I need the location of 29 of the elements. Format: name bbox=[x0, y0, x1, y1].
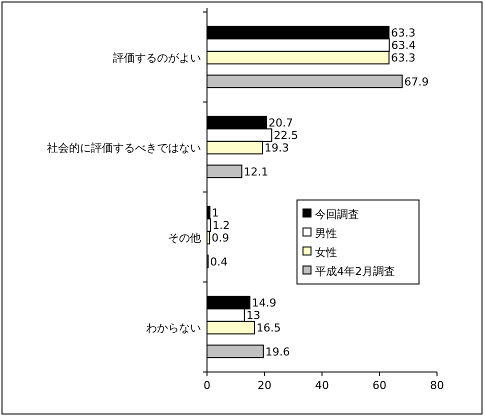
data-label: 13 bbox=[246, 309, 260, 322]
x-tick-label: 0 bbox=[204, 379, 210, 392]
legend-label: 平成4年2月調査 bbox=[315, 265, 395, 278]
x-tick-label: 60 bbox=[372, 379, 386, 392]
data-label: 20.7 bbox=[268, 116, 294, 130]
data-label: 67.9 bbox=[404, 75, 429, 88]
data-label: 14.9 bbox=[252, 296, 276, 310]
data-label: 1 bbox=[212, 206, 219, 220]
data-label: 63.4 bbox=[391, 39, 416, 52]
x-tick-label: 20 bbox=[258, 379, 272, 392]
y-tick-label: その他 bbox=[168, 232, 201, 245]
data-label: 0.9 bbox=[212, 232, 230, 245]
data-label: 0.4 bbox=[210, 255, 228, 268]
x-tick-label: 80 bbox=[430, 379, 444, 392]
data-label: 63.3 bbox=[390, 52, 416, 65]
data-label: 22.5 bbox=[274, 129, 298, 142]
data-label: 63.3 bbox=[390, 26, 416, 40]
legend-label: 男性 bbox=[315, 227, 337, 240]
y-tick-label: わからない bbox=[146, 322, 201, 335]
y-tick-label: 評価するのがよい bbox=[113, 52, 201, 65]
x-tick-label: 40 bbox=[315, 379, 329, 392]
data-label: 16.5 bbox=[256, 322, 281, 335]
data-label: 19.3 bbox=[264, 142, 289, 155]
data-label: 1.2 bbox=[212, 219, 230, 232]
y-tick-label: 社会的に評価するべきではない bbox=[47, 142, 201, 155]
data-label: 19.6 bbox=[265, 345, 290, 358]
data-label: 12.1 bbox=[244, 165, 268, 178]
legend-label: 今回調査 bbox=[315, 208, 359, 221]
legend-label: 女性 bbox=[315, 246, 337, 259]
